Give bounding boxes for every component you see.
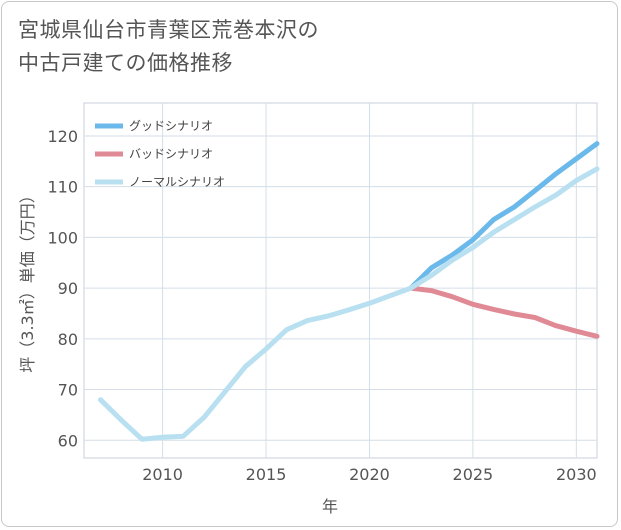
y-ticks: 60 70 80 90 100 110 120 bbox=[47, 127, 78, 450]
series-line-0 bbox=[408, 141, 600, 291]
series-lines bbox=[98, 141, 600, 442]
x-tick-label: 2015 bbox=[246, 465, 287, 484]
y-tick-label: 60 bbox=[58, 431, 78, 450]
y-tick-label: 110 bbox=[47, 178, 78, 197]
x-tick-label: 2030 bbox=[556, 465, 597, 484]
y-tick-label: 80 bbox=[58, 330, 78, 349]
grid bbox=[84, 103, 597, 458]
chart-title-line1: 宮城県仙台市青葉区荒巻本沢の bbox=[18, 18, 319, 42]
y-axis-label: 坪（3.3㎡）単価（万円） bbox=[18, 187, 37, 372]
y-tick-label: 120 bbox=[47, 127, 78, 146]
x-tick-label: 2020 bbox=[349, 465, 390, 484]
chart-title: 宮城県仙台市青葉区荒巻本沢の 中古戸建ての価格推移 bbox=[18, 14, 578, 80]
x-axis-label: 年 bbox=[322, 497, 338, 516]
y-tick-label: 90 bbox=[58, 279, 78, 298]
series-line-2 bbox=[98, 166, 600, 442]
legend-label: グッドシナリオ bbox=[129, 119, 213, 133]
series-line-1 bbox=[408, 285, 600, 339]
legend-label: ノーマルシナリオ bbox=[129, 175, 225, 189]
plot-area bbox=[83, 102, 598, 459]
x-tick-label: 2025 bbox=[453, 465, 494, 484]
y-tick-label: 100 bbox=[47, 228, 78, 247]
chart-title-line2: 中古戸建ての価格推移 bbox=[18, 51, 233, 75]
legend-label: バッドシナリオ bbox=[129, 147, 213, 161]
x-tick-label: 2010 bbox=[142, 465, 183, 484]
y-tick-label: 70 bbox=[58, 381, 78, 400]
x-ticks: 2010 2015 2020 2025 2030 bbox=[142, 465, 596, 484]
